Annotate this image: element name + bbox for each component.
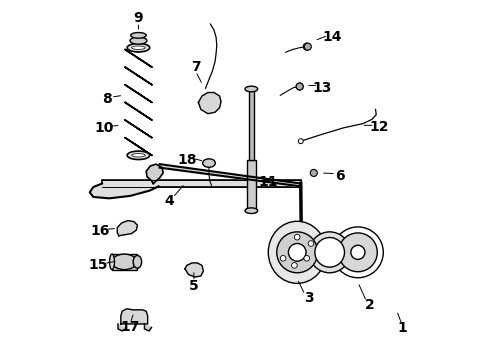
Ellipse shape <box>203 159 216 167</box>
Circle shape <box>294 234 300 240</box>
Text: 4: 4 <box>164 194 174 208</box>
Circle shape <box>308 241 314 246</box>
Ellipse shape <box>245 208 258 213</box>
Circle shape <box>292 262 297 268</box>
Circle shape <box>304 43 311 50</box>
Text: 9: 9 <box>134 11 143 25</box>
Circle shape <box>277 232 318 273</box>
Text: 16: 16 <box>91 224 110 238</box>
Bar <box>112 254 137 270</box>
Text: 10: 10 <box>94 121 114 135</box>
Circle shape <box>315 238 344 267</box>
Text: 13: 13 <box>313 81 332 95</box>
Circle shape <box>303 43 310 50</box>
Ellipse shape <box>245 86 258 92</box>
Circle shape <box>280 256 286 261</box>
Circle shape <box>310 170 318 176</box>
Circle shape <box>296 83 303 90</box>
Polygon shape <box>90 184 159 198</box>
Text: 17: 17 <box>121 320 140 334</box>
Ellipse shape <box>133 256 142 268</box>
Polygon shape <box>145 324 151 331</box>
Text: 7: 7 <box>191 60 200 74</box>
Circle shape <box>298 139 303 144</box>
Text: 8: 8 <box>102 92 112 106</box>
Polygon shape <box>146 164 163 184</box>
Ellipse shape <box>127 151 150 159</box>
Text: 6: 6 <box>336 170 345 184</box>
Text: 18: 18 <box>177 153 196 167</box>
Polygon shape <box>117 221 137 236</box>
Circle shape <box>304 256 310 261</box>
Circle shape <box>296 83 303 90</box>
Text: 11: 11 <box>258 175 278 189</box>
Ellipse shape <box>132 46 145 49</box>
Ellipse shape <box>132 154 145 157</box>
Ellipse shape <box>269 221 326 283</box>
Bar <box>249 88 254 160</box>
Circle shape <box>305 45 309 48</box>
Bar <box>102 180 301 188</box>
Circle shape <box>309 232 350 273</box>
Text: 3: 3 <box>304 291 313 305</box>
Circle shape <box>351 245 365 259</box>
Circle shape <box>333 227 383 278</box>
Circle shape <box>289 243 306 261</box>
Ellipse shape <box>131 32 146 38</box>
Ellipse shape <box>127 44 150 52</box>
Polygon shape <box>121 309 147 324</box>
Bar <box>247 160 256 212</box>
Polygon shape <box>185 263 203 277</box>
Circle shape <box>339 233 377 272</box>
Ellipse shape <box>130 37 147 44</box>
Ellipse shape <box>112 254 137 270</box>
Text: 14: 14 <box>323 30 342 44</box>
Circle shape <box>298 85 301 88</box>
Text: 15: 15 <box>89 258 108 273</box>
Polygon shape <box>198 93 221 114</box>
Text: 12: 12 <box>369 120 389 134</box>
Ellipse shape <box>110 254 115 270</box>
Text: 1: 1 <box>397 321 407 335</box>
Text: 2: 2 <box>366 298 375 312</box>
Text: 5: 5 <box>189 279 199 293</box>
Polygon shape <box>118 324 126 331</box>
